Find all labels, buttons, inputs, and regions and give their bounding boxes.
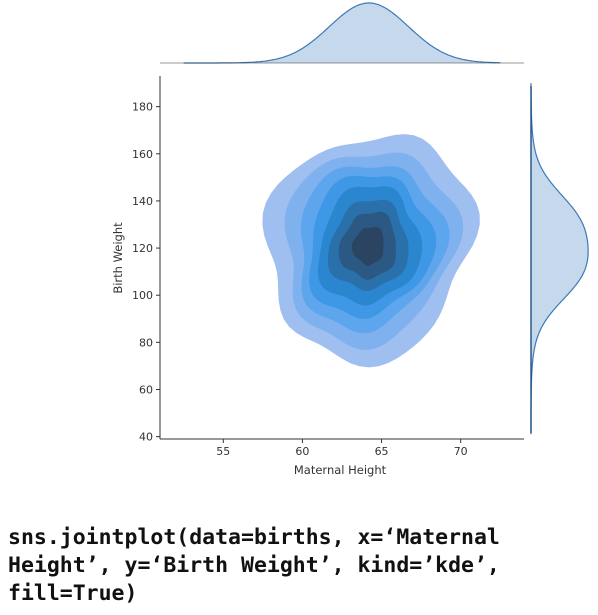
jointplot: 55 60 65 70 40 60 80 100 120 140 160 180 Maternal H… [111,2,589,477]
kde-level-8 [351,226,384,266]
y-axis-label: Birth Weight [111,222,125,294]
y-tick-label: 60 [139,384,153,397]
x-tick-label: 60 [295,445,309,458]
y-tick-label: 180 [132,101,153,114]
marginal-y-fill [531,83,589,435]
y-tick-label: 160 [132,148,153,161]
x-tick-label: 55 [216,445,230,458]
x-tick-label: 65 [375,445,389,458]
code-line: fill=True) [8,581,138,606]
x-axis-label: Maternal Height [294,463,387,477]
y-tick-label: 80 [139,336,153,349]
marginal-x-fill [183,3,501,63]
y-tick-label: 140 [132,195,153,208]
code-line: sns.jointplot(data=births, x=‘Maternal [8,525,500,550]
main-axes: 55 60 65 70 40 60 80 100 120 140 160 180 [132,76,524,458]
x-tick-label: 70 [454,445,468,458]
y-tick-label: 40 [139,431,153,444]
code-snippet: sns.jointplot(data=births, x=‘Maternal H… [8,524,593,608]
code-line: Height’, y=‘Birth Weight’, kind=’kde’, [8,553,500,578]
marginal-y-kde [530,83,589,435]
kde-contours [262,134,480,368]
y-tick-label: 120 [132,242,153,255]
marginal-x-kde [160,2,524,64]
y-tick-label: 100 [132,289,153,302]
